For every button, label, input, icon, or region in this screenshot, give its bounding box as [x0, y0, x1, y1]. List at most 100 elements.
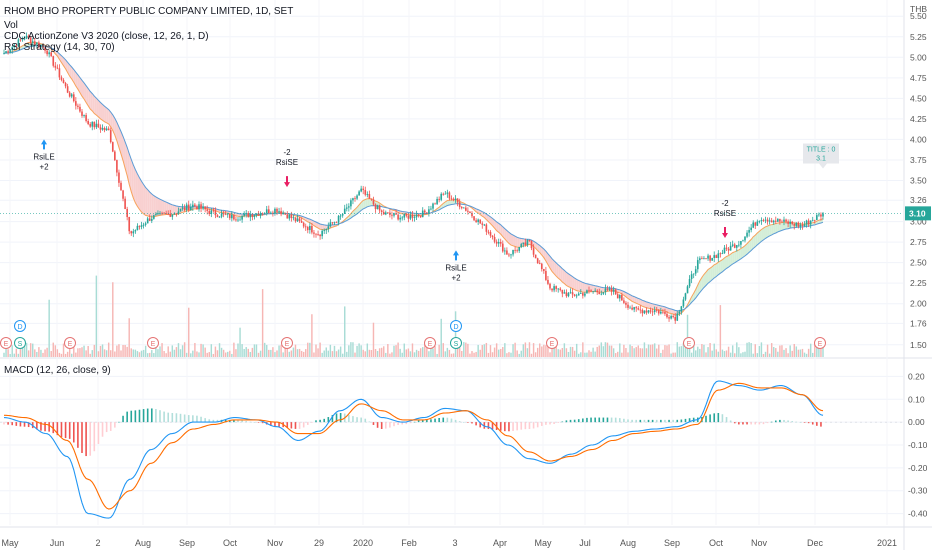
cdc-cloud-segment — [573, 277, 575, 290]
volume-bar — [227, 352, 228, 357]
candle-body — [557, 289, 559, 290]
volume-bar — [586, 353, 587, 357]
candle-body — [379, 205, 381, 210]
volume-bar — [336, 351, 337, 357]
cdc-cloud-segment — [737, 250, 739, 262]
candle-body — [697, 260, 699, 269]
candle-body — [623, 300, 625, 302]
price-tick-label: 4.75 — [910, 73, 927, 83]
candle-body — [65, 83, 67, 86]
macd-histogram-bar — [373, 422, 375, 425]
time-tick-label: Sep — [664, 538, 680, 548]
macd-histogram-bar — [520, 422, 522, 430]
volume-bar — [81, 347, 82, 357]
candle-body — [603, 292, 605, 294]
volume-bar — [580, 352, 581, 357]
candle-body — [720, 253, 722, 254]
volume-bar — [502, 347, 503, 357]
macd-indicator-label[interactable]: MACD (12, 26, close, 9) — [4, 365, 111, 376]
candle-body — [722, 253, 724, 254]
macd-histogram-bar — [159, 410, 161, 422]
candle-body — [291, 215, 293, 218]
cdc-cloud-segment — [583, 282, 585, 292]
candle-body — [293, 217, 295, 218]
candle-body — [108, 129, 110, 130]
candle-body — [366, 194, 368, 195]
cdc-cloud-segment — [774, 224, 776, 234]
event-marker-label: D — [17, 324, 22, 331]
volume-bar — [783, 350, 784, 357]
volume-bar — [202, 344, 203, 357]
volume-bar — [188, 308, 189, 357]
price-tick-label: 1.76 — [910, 318, 927, 328]
macd-histogram-bar — [307, 422, 309, 425]
volume-bar — [722, 350, 723, 357]
volume-bar — [787, 353, 788, 357]
candle-body — [399, 218, 401, 220]
cdc-cloud-segment — [761, 228, 763, 241]
time-tick-label: Nov — [267, 538, 284, 548]
volume-bar — [635, 347, 636, 357]
candle-body — [578, 294, 580, 296]
cdc-cloud-segment — [735, 251, 737, 263]
candle-body — [512, 250, 514, 254]
macd-histogram-bar — [241, 420, 243, 422]
macd-histogram-bar — [303, 422, 305, 427]
volume-bar — [299, 349, 300, 357]
candle-body — [124, 199, 126, 209]
volume-bar — [736, 342, 737, 357]
candle-body — [598, 292, 600, 294]
candle-body — [816, 215, 818, 220]
candle-body — [781, 222, 783, 223]
macd-histogram-bar — [545, 422, 547, 425]
vol-indicator-label[interactable]: Vol — [4, 20, 18, 31]
volume-bar — [9, 354, 10, 357]
volume-bar — [289, 352, 290, 357]
volume-bar — [114, 351, 115, 357]
macd-histogram-bar — [603, 418, 605, 423]
macd-histogram-bar — [533, 422, 535, 428]
volume-bar — [38, 347, 39, 357]
candle-body — [301, 221, 303, 223]
volume-bar — [106, 350, 107, 357]
macd-histogram-bar — [791, 421, 793, 422]
volume-bar — [465, 343, 466, 357]
volume-bar — [469, 354, 470, 357]
macd-histogram-bar — [488, 422, 490, 429]
time-tick-label: Sep — [179, 538, 195, 548]
macd-histogram-bar — [820, 422, 822, 426]
candle-body — [650, 310, 652, 311]
rsi-strategy-label[interactable]: RSI Strategy (14, 30, 70) — [4, 42, 115, 53]
candle-body — [637, 308, 639, 309]
macd-histogram-bar — [356, 417, 358, 422]
volume-bar — [808, 349, 809, 357]
macd-histogram-bar — [619, 418, 621, 422]
volume-bar — [303, 352, 304, 357]
time-tick-label: Feb — [401, 538, 417, 548]
volume-bar — [46, 348, 47, 357]
cdc-cloud-segment — [103, 104, 105, 121]
volume-bar — [276, 350, 277, 357]
candle-body — [93, 122, 95, 127]
macd-histogram-bar — [812, 422, 814, 424]
candle-body — [356, 195, 358, 198]
macd-histogram-bar — [262, 422, 264, 423]
candle-body — [169, 214, 171, 217]
candle-body — [126, 209, 128, 217]
candle-body — [186, 205, 188, 210]
candle-body — [467, 211, 469, 212]
volume-bar — [28, 350, 29, 357]
macd-histogram-bar — [754, 422, 756, 424]
time-tick-label: Aug — [620, 538, 636, 548]
volume-bar — [139, 352, 140, 357]
volume-bar — [703, 345, 704, 357]
volume-bar — [748, 342, 749, 357]
volume-bar — [666, 345, 667, 357]
cdc-indicator-label[interactable]: CDC ActionZone V3 2020 (close, 12, 26, 1… — [4, 31, 209, 42]
candle-body — [241, 216, 243, 220]
cdc-cloud-segment — [768, 225, 770, 237]
candle-body — [754, 223, 756, 226]
volume-bar — [461, 351, 462, 357]
